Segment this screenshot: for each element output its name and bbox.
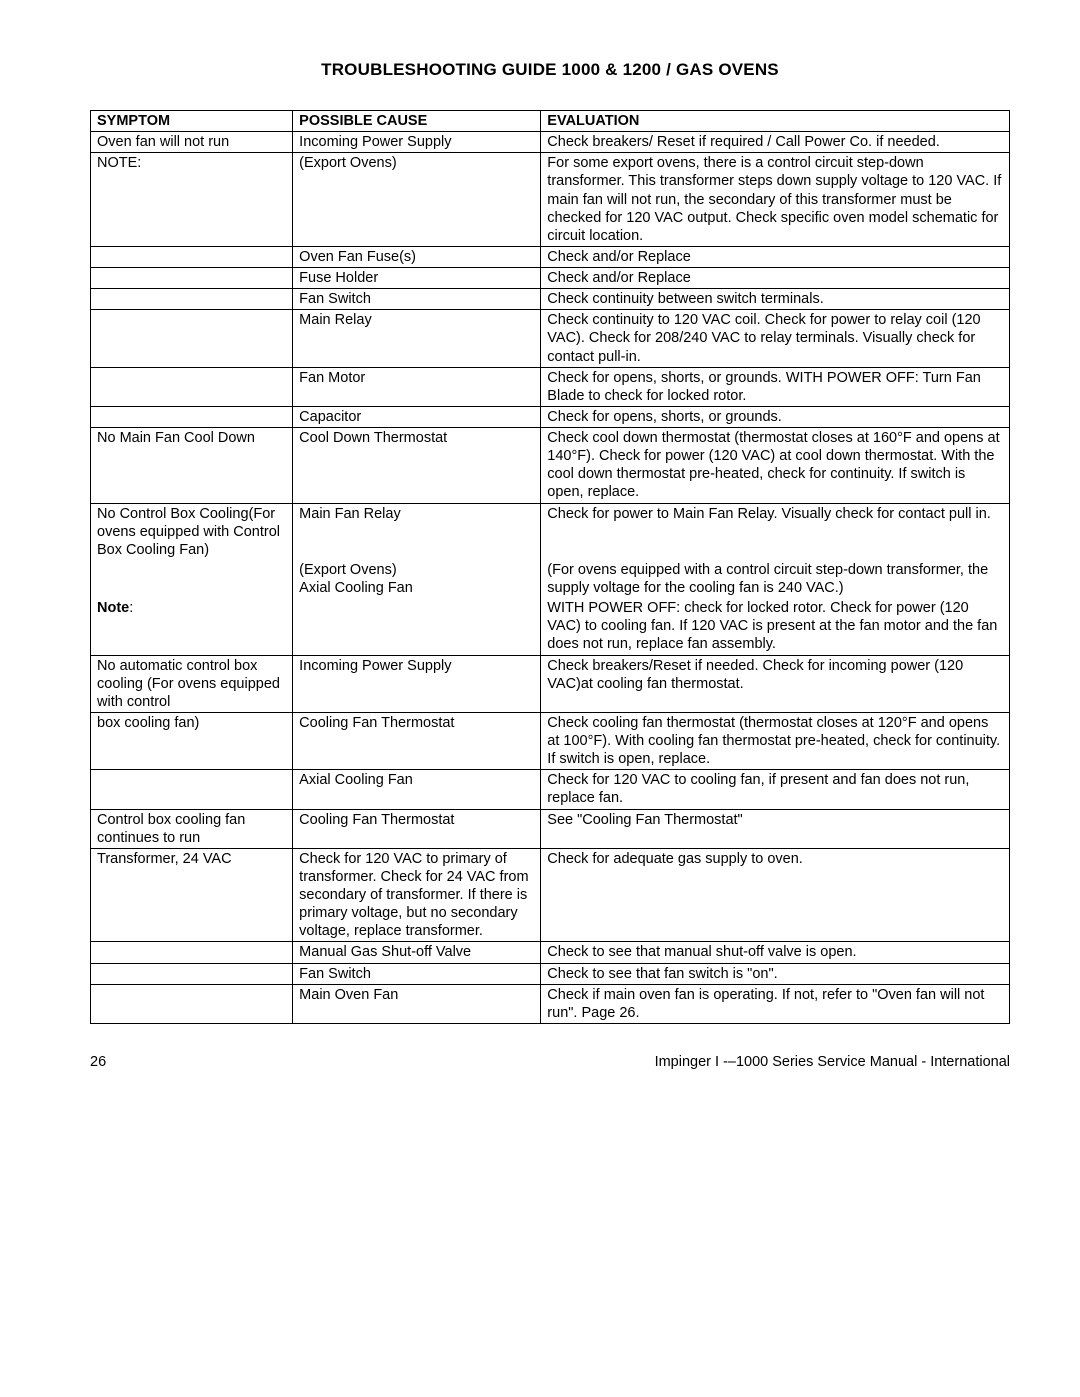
cell-symptom — [91, 268, 293, 289]
table-row: NOTE:(Export Ovens)For some export ovens… — [91, 153, 1010, 247]
cell-evaluation: Check breakers/ Reset if required / Call… — [541, 132, 1010, 153]
cell-evaluation: Check for power to Main Fan Relay. Visua… — [541, 503, 1010, 560]
table-row: Transformer, 24 VACCheck for 120 VAC to … — [91, 848, 1010, 942]
cell-possible-cause: Incoming Power Supply — [293, 132, 541, 153]
table-row: No Control Box Cooling(For ovens equippe… — [91, 503, 1010, 560]
table-header-row: SYMPTOM POSSIBLE CAUSE EVALUATION — [91, 111, 1010, 132]
cell-symptom — [91, 310, 293, 367]
cell-symptom: NOTE: — [91, 153, 293, 247]
cell-symptom — [91, 984, 293, 1023]
cell-evaluation: (For ovens equipped with a control circu… — [541, 560, 1010, 598]
cell-possible-cause: Check for 120 VAC to primary of transfor… — [293, 848, 541, 942]
table-row: Fuse HolderCheck and/or Replace — [91, 268, 1010, 289]
cell-possible-cause: Cooling Fan Thermostat — [293, 809, 541, 848]
col-evaluation: EVALUATION — [541, 111, 1010, 132]
cell-symptom: Note: — [91, 598, 293, 655]
cell-symptom: box cooling fan) — [91, 712, 293, 769]
cell-possible-cause: Capacitor — [293, 406, 541, 427]
col-possible-cause: POSSIBLE CAUSE — [293, 111, 541, 132]
cell-symptom: No Main Fan Cool Down — [91, 428, 293, 504]
cell-evaluation: Check cooling fan thermostat (thermostat… — [541, 712, 1010, 769]
doc-title: Impinger I -–1000 Series Service Manual … — [655, 1054, 1010, 1070]
cell-evaluation: Check and/or Replace — [541, 268, 1010, 289]
cell-possible-cause: Main Oven Fan — [293, 984, 541, 1023]
cell-possible-cause: Cooling Fan Thermostat — [293, 712, 541, 769]
table-row: (Export Ovens) Axial Cooling Fan(For ove… — [91, 560, 1010, 598]
cell-evaluation: Check for opens, shorts, or grounds. — [541, 406, 1010, 427]
cell-evaluation: Check cool down thermostat (thermostat c… — [541, 428, 1010, 504]
table-row: Note: WITH POWER OFF: check for locked ro… — [91, 598, 1010, 655]
col-symptom: SYMPTOM — [91, 111, 293, 132]
cell-evaluation: Check and/or Replace — [541, 246, 1010, 267]
cell-evaluation: Check breakers/Reset if needed. Check fo… — [541, 655, 1010, 712]
cell-evaluation: Check for 120 VAC to cooling fan, if pre… — [541, 770, 1010, 809]
cell-symptom — [91, 942, 293, 963]
cell-symptom — [91, 289, 293, 310]
table-row: Oven fan will not runIncoming Power Supp… — [91, 132, 1010, 153]
table-row: Axial Cooling FanCheck for 120 VAC to co… — [91, 770, 1010, 809]
cell-possible-cause: Fan Switch — [293, 289, 541, 310]
cell-possible-cause: Fuse Holder — [293, 268, 541, 289]
cell-evaluation: Check for opens, shorts, or grounds. WIT… — [541, 367, 1010, 406]
cell-evaluation: Check continuity to 120 VAC coil. Check … — [541, 310, 1010, 367]
cell-evaluation: See "Cooling Fan Thermostat" — [541, 809, 1010, 848]
page-title: TROUBLESHOOTING GUIDE 1000 & 1200 / GAS … — [90, 60, 1010, 80]
table-row: No Main Fan Cool DownCool Down Thermosta… — [91, 428, 1010, 504]
cell-possible-cause: Main Relay — [293, 310, 541, 367]
cell-symptom — [91, 770, 293, 809]
table-row: box cooling fan)Cooling Fan ThermostatCh… — [91, 712, 1010, 769]
table-row: Main Oven FanCheck if main oven fan is o… — [91, 984, 1010, 1023]
page-number: 26 — [90, 1054, 106, 1070]
cell-evaluation: Check for adequate gas supply to oven. — [541, 848, 1010, 942]
cell-evaluation: Check if main oven fan is operating. If … — [541, 984, 1010, 1023]
cell-symptom: No Control Box Cooling(For ovens equippe… — [91, 503, 293, 560]
cell-symptom — [91, 367, 293, 406]
cell-possible-cause: Oven Fan Fuse(s) — [293, 246, 541, 267]
table-row: Fan SwitchCheck continuity between switc… — [91, 289, 1010, 310]
cell-possible-cause: Main Fan Relay — [293, 503, 541, 560]
cell-evaluation: Check to see that fan switch is "on". — [541, 963, 1010, 984]
troubleshooting-table: SYMPTOM POSSIBLE CAUSE EVALUATION Oven f… — [90, 110, 1010, 1024]
page-footer: 26 Impinger I -–1000 Series Service Manu… — [90, 1054, 1010, 1070]
table-row: Manual Gas Shut-off ValveCheck to see th… — [91, 942, 1010, 963]
cell-evaluation: Check to see that manual shut-off valve … — [541, 942, 1010, 963]
table-row: CapacitorCheck for opens, shorts, or gro… — [91, 406, 1010, 427]
cell-possible-cause: Incoming Power Supply — [293, 655, 541, 712]
cell-possible-cause: Cool Down Thermostat — [293, 428, 541, 504]
table-body: Oven fan will not runIncoming Power Supp… — [91, 132, 1010, 1024]
table-row: No automatic control box cooling (For ov… — [91, 655, 1010, 712]
cell-symptom: No automatic control box cooling (For ov… — [91, 655, 293, 712]
cell-possible-cause: Manual Gas Shut-off Valve — [293, 942, 541, 963]
table-row: Main RelayCheck continuity to 120 VAC co… — [91, 310, 1010, 367]
table-row: Fan MotorCheck for opens, shorts, or gro… — [91, 367, 1010, 406]
cell-possible-cause — [293, 598, 541, 655]
cell-symptom — [91, 406, 293, 427]
cell-possible-cause: (Export Ovens) — [293, 153, 541, 247]
cell-symptom — [91, 246, 293, 267]
cell-symptom: Transformer, 24 VAC — [91, 848, 293, 942]
cell-evaluation: WITH POWER OFF: check for locked rotor. … — [541, 598, 1010, 655]
cell-possible-cause: Fan Switch — [293, 963, 541, 984]
cell-evaluation: Check continuity between switch terminal… — [541, 289, 1010, 310]
table-row: Fan SwitchCheck to see that fan switch i… — [91, 963, 1010, 984]
cell-symptom — [91, 963, 293, 984]
cell-possible-cause: (Export Ovens) Axial Cooling Fan — [293, 560, 541, 598]
cell-possible-cause: Axial Cooling Fan — [293, 770, 541, 809]
cell-symptom: Oven fan will not run — [91, 132, 293, 153]
table-row: Oven Fan Fuse(s)Check and/or Replace — [91, 246, 1010, 267]
cell-symptom: Control box cooling fan continues to run — [91, 809, 293, 848]
table-row: Control box cooling fan continues to run… — [91, 809, 1010, 848]
cell-possible-cause: Fan Motor — [293, 367, 541, 406]
cell-evaluation: For some export ovens, there is a contro… — [541, 153, 1010, 247]
cell-symptom — [91, 560, 293, 598]
